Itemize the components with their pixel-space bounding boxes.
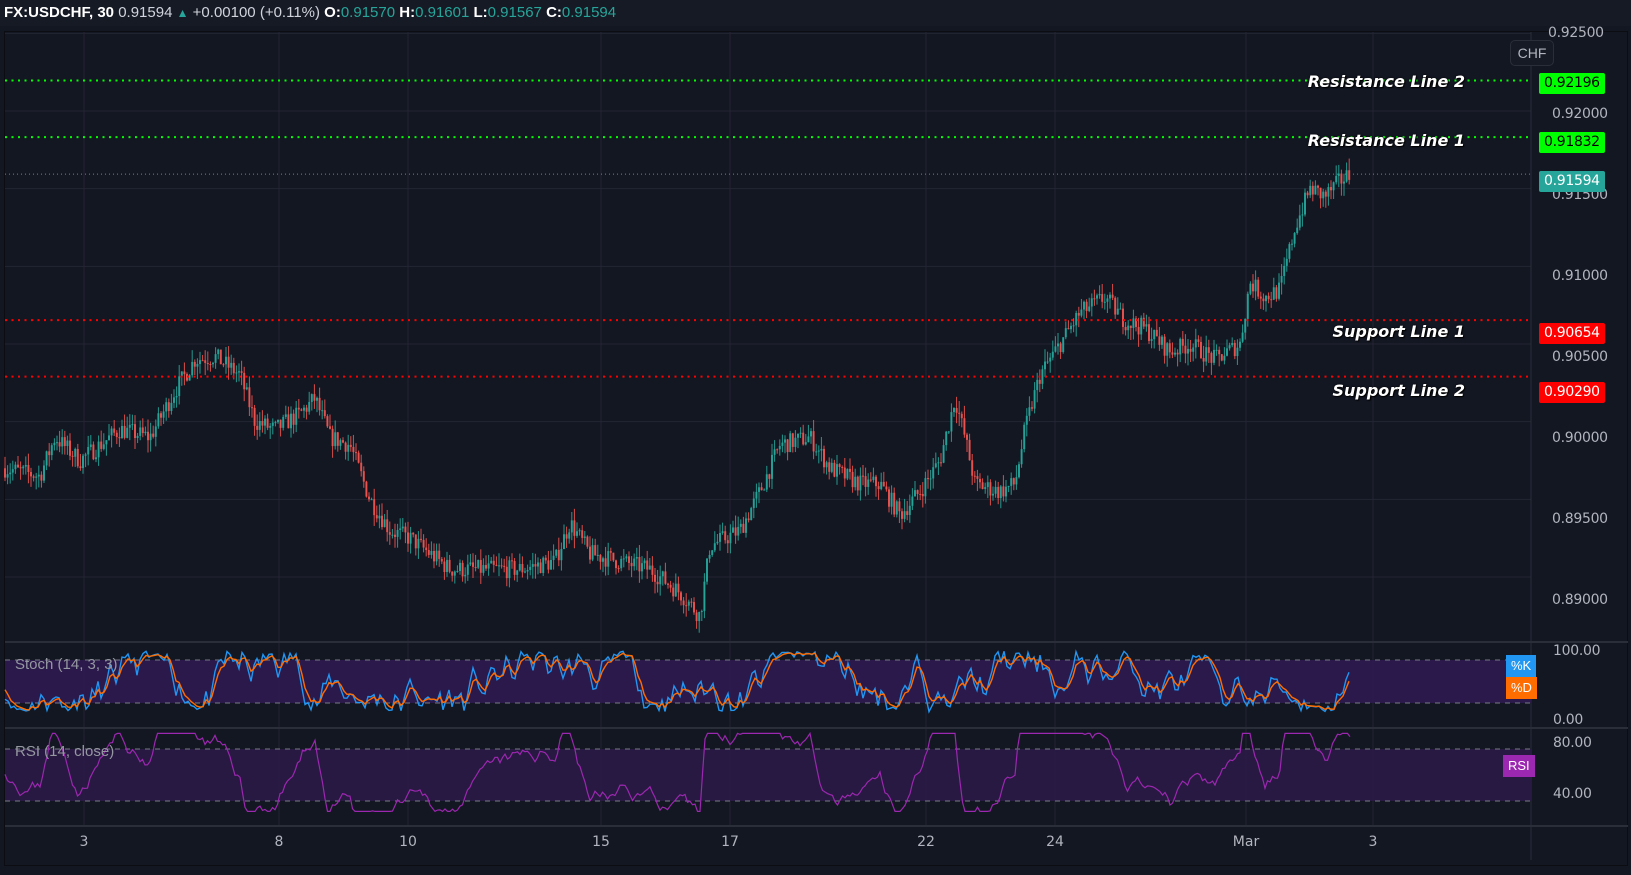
high-label: H: [399, 4, 416, 21]
symbol-label[interactable]: FX:USDCHF, 30 [4, 4, 115, 21]
open-value: 0.91570 [340, 4, 396, 21]
time-tick-7: Mar [1232, 834, 1260, 850]
currency-button[interactable]: CHF [1510, 40, 1554, 66]
time-tick-0: 3 [79, 834, 89, 850]
resistance-line-1-label[interactable]: Resistance Line 1 [1307, 131, 1465, 150]
price-tick-6: 0.89500 [1552, 511, 1608, 527]
last-price: 0.91594 [118, 4, 173, 21]
stoch-title[interactable]: Stoch (14, 3, 3) [15, 656, 118, 673]
rsi-title[interactable]: RSI (14, close) [15, 743, 115, 760]
price-tick-0: 0.92500 [1548, 25, 1604, 41]
time-tick-2: 10 [399, 834, 417, 850]
rsi-tick-40: 40.00 [1553, 786, 1592, 802]
rsi-tag: RSI [1503, 755, 1535, 777]
support-line-2-label[interactable]: Support Line 2 [1332, 381, 1465, 400]
high-value: 0.91601 [415, 4, 470, 21]
close-value: 0.91594 [561, 4, 617, 21]
price-tick-1: 0.92000 [1552, 106, 1608, 122]
price-tick-7: 0.89000 [1552, 592, 1608, 608]
price-tick-3: 0.91000 [1552, 268, 1608, 284]
price-tick-5: 0.90000 [1552, 430, 1608, 446]
stoch-tick-100: 100.00 [1553, 643, 1601, 659]
price-tick-4: 0.90500 [1552, 349, 1608, 365]
close-label: C: [546, 4, 562, 21]
support-line-2-tag: 0.90290 [1539, 382, 1605, 403]
price-change: +0.00100 (+0.11%) [192, 4, 320, 21]
time-tick-5: 22 [917, 834, 935, 850]
rsi-tick-80: 80.00 [1553, 735, 1592, 751]
support-line-1-label[interactable]: Support Line 1 [1332, 322, 1465, 341]
last-price-tag: 0.91594 [1539, 171, 1605, 192]
chart-frame [4, 31, 1628, 866]
up-arrow-icon: ▲ [176, 6, 189, 20]
resistance-line-1-tag: 0.91832 [1539, 132, 1605, 153]
time-tick-4: 17 [721, 834, 739, 850]
resistance-line-2-label[interactable]: Resistance Line 2 [1307, 72, 1465, 91]
time-tick-1: 8 [274, 834, 284, 850]
support-line-1-tag: 0.90654 [1539, 323, 1605, 344]
time-tick-8: 3 [1368, 834, 1378, 850]
stoch-tick-0: 0.00 [1553, 712, 1583, 728]
chart-header: FX:USDCHF, 30 0.91594 ▲ +0.00100 (+0.11%… [0, 0, 1631, 26]
stoch-d-tag: %D [1506, 677, 1537, 699]
time-tick-6: 24 [1046, 834, 1064, 850]
low-label: L: [473, 4, 488, 21]
low-value: 0.91567 [487, 4, 542, 21]
open-label: O: [324, 4, 341, 21]
resistance-line-2-tag: 0.92196 [1539, 73, 1605, 94]
time-tick-3: 15 [592, 834, 610, 850]
stoch-k-tag: %K [1506, 655, 1537, 677]
